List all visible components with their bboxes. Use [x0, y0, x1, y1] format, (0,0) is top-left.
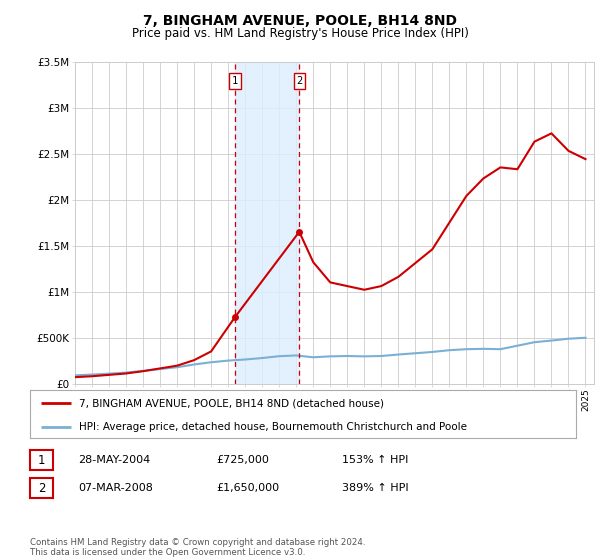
Text: 1: 1 [232, 76, 238, 86]
Text: £725,000: £725,000 [216, 455, 269, 465]
Text: 07-MAR-2008: 07-MAR-2008 [78, 483, 153, 493]
Text: Price paid vs. HM Land Registry's House Price Index (HPI): Price paid vs. HM Land Registry's House … [131, 27, 469, 40]
Text: 153% ↑ HPI: 153% ↑ HPI [342, 455, 409, 465]
Text: 389% ↑ HPI: 389% ↑ HPI [342, 483, 409, 493]
Text: 2: 2 [296, 76, 302, 86]
Text: 7, BINGHAM AVENUE, POOLE, BH14 8ND (detached house): 7, BINGHAM AVENUE, POOLE, BH14 8ND (deta… [79, 398, 384, 408]
Text: 2: 2 [38, 482, 45, 495]
Text: HPI: Average price, detached house, Bournemouth Christchurch and Poole: HPI: Average price, detached house, Bour… [79, 422, 467, 432]
Text: £1,650,000: £1,650,000 [216, 483, 279, 493]
Text: 1: 1 [38, 454, 45, 467]
Text: 7, BINGHAM AVENUE, POOLE, BH14 8ND: 7, BINGHAM AVENUE, POOLE, BH14 8ND [143, 14, 457, 28]
Text: 28-MAY-2004: 28-MAY-2004 [78, 455, 150, 465]
Bar [235, 62, 299, 384]
Text: Contains HM Land Registry data © Crown copyright and database right 2024.
This d: Contains HM Land Registry data © Crown c… [30, 538, 365, 557]
